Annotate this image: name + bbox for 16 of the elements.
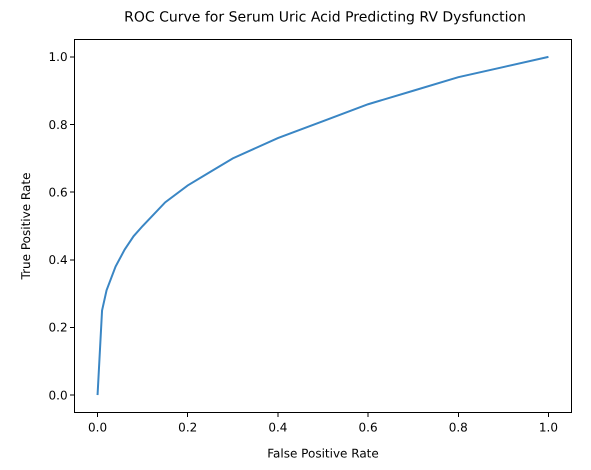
- x-tick-label: 0.0: [88, 420, 108, 434]
- x-tick-label: 0.8: [448, 420, 468, 434]
- line-series: [96, 56, 550, 396]
- y-tick-label: 0.6: [48, 185, 68, 200]
- x-tick-label: 1.0: [538, 420, 558, 434]
- x-tick-label: 0.6: [358, 420, 378, 434]
- x-axis-title: False Positive Rate: [267, 446, 379, 460]
- y-tick-label: 1.0: [48, 50, 68, 64]
- chart-title: ROC Curve for Serum Uric Acid Predicting RV Dysfunction: [124, 10, 526, 26]
- x-tick-label: 0.2: [178, 420, 198, 434]
- y-tick-label: 0.4: [48, 253, 68, 268]
- y-tick-label: 0.8: [48, 118, 68, 132]
- x-tick-label: 0.4: [268, 420, 288, 434]
- y-tick-label: 0.2: [48, 320, 68, 335]
- y-tick-label: 0.0: [48, 388, 68, 402]
- y-axis-title: True Positive Rate: [18, 172, 33, 280]
